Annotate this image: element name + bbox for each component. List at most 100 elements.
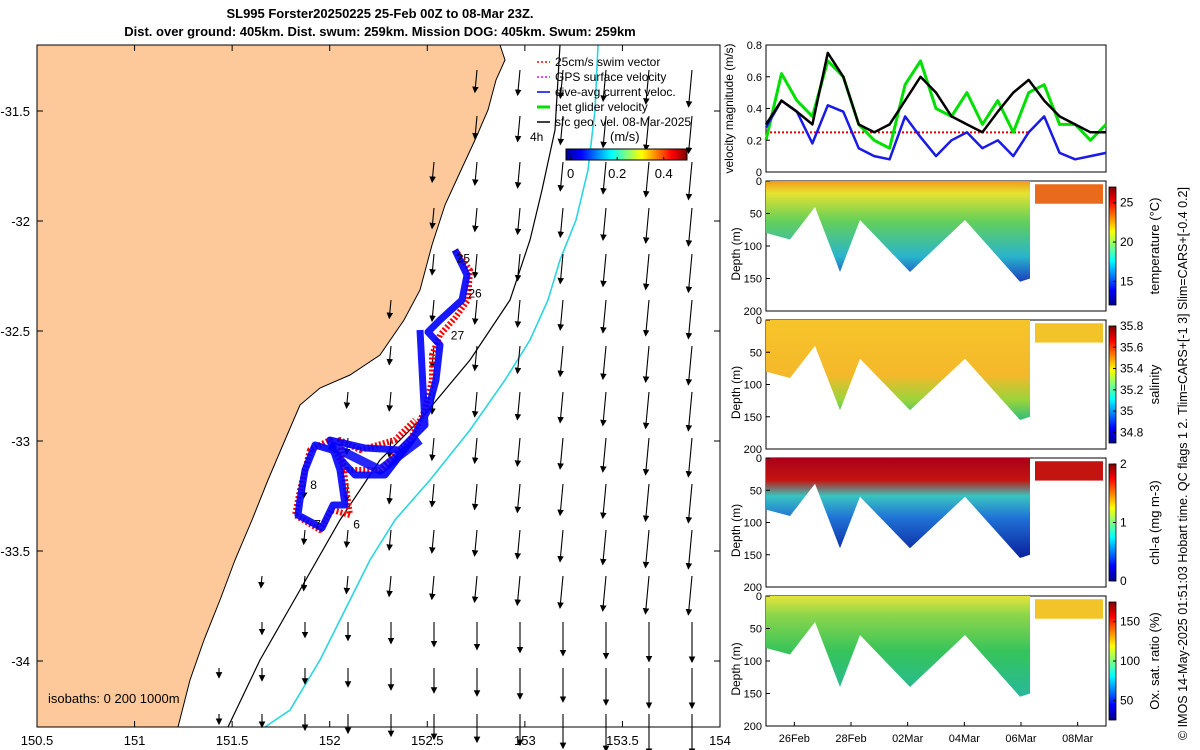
ts-ytick-label: 0.6: [747, 72, 762, 84]
isobath-1000m: [264, 44, 599, 728]
depth-tick-label: 0: [756, 591, 762, 603]
section-colorbar-tick-label: 100: [1120, 654, 1140, 668]
section-curtain: [766, 320, 1030, 420]
map-xtick-label: 154: [709, 733, 731, 748]
ts-ylabel: velocity magnitude (m/s): [722, 43, 736, 173]
section-colorbar: [1108, 325, 1117, 444]
current-vector: [386, 483, 393, 505]
current-vector: [643, 69, 650, 105]
current-vector: [386, 345, 394, 366]
section-colorbar-tick-label: 25: [1120, 196, 1134, 210]
legend-label: GPS surface velocity: [555, 70, 666, 84]
section-colorbar: [1108, 186, 1117, 306]
current-vector: [642, 299, 650, 337]
current-vector: [685, 299, 693, 340]
current-vector: [429, 483, 436, 508]
depth-tick-label: 0: [756, 453, 762, 465]
depth-tick-label: 150: [744, 689, 762, 701]
current-vector: [472, 161, 479, 186]
depth-ylabel: Depth (m): [729, 366, 743, 419]
dive-avg-current-track-cluster: [327, 436, 423, 476]
section-colorbar-tick-label: 50: [1120, 693, 1134, 707]
current-vector: [300, 575, 308, 592]
current-vector: [514, 529, 522, 560]
current-vector: [429, 529, 436, 554]
section-colorbar-tick-label: 2: [1120, 457, 1127, 471]
depth-tick-label: 200: [744, 444, 762, 456]
current-vector: [685, 575, 693, 616]
map-xtick-label: 153: [514, 733, 536, 748]
map-frame: [36, 44, 721, 728]
depth-tick-label: 0: [756, 315, 762, 327]
surface-geostrophic-series: [764, 51, 1106, 134]
time-tick-label: 06Mar: [1005, 733, 1037, 745]
legend-tag: 4h: [530, 130, 543, 144]
current-vector: [600, 345, 607, 381]
waypoint-label: 25: [457, 251, 471, 265]
current-vector: [472, 115, 479, 140]
current-vector: [471, 575, 479, 604]
current-vector: [642, 391, 650, 430]
depth-tick-label: 100: [744, 241, 762, 253]
depth-tick-label: 50: [750, 624, 762, 636]
current-vector: [429, 253, 436, 276]
current-vector: [557, 391, 564, 424]
current-vector: [600, 115, 607, 149]
current-vector: [471, 345, 479, 372]
colorbar-tick-label: 0: [567, 166, 574, 181]
waypoint-label: 7: [314, 518, 321, 532]
map-ytick-label: -33: [11, 434, 30, 449]
current-vector: [557, 529, 564, 563]
copyright-text: © IMOS 14-May-2025 01:51:03 Hobart time.…: [1176, 187, 1190, 740]
coastline-land: [36, 44, 506, 728]
current-vector: [557, 483, 564, 517]
figure-title-line2: Dist. over ground: 405km. Dist. swum: 25…: [124, 24, 636, 39]
current-vector: [472, 69, 479, 94]
current-vector: [642, 253, 650, 291]
depth-tick-label: 100: [744, 380, 762, 392]
waypoint-label: 8: [310, 478, 317, 492]
current-vector: [386, 529, 393, 552]
current-vector: [514, 299, 522, 328]
section-colorbar-tick-label: 35.2: [1120, 383, 1144, 397]
map-xtick-label: 152.5: [411, 733, 444, 748]
current-vector: [685, 529, 693, 570]
current-vector: [300, 529, 308, 546]
current-vector: [600, 69, 607, 102]
current-vector: [472, 253, 479, 279]
waypoint-label: 6: [353, 518, 360, 532]
section-shallow-block: [1035, 599, 1103, 619]
current-vector: [514, 437, 522, 468]
current-vector: [685, 253, 693, 294]
current-vector: [514, 115, 522, 143]
legend-label: net glider velocity: [555, 100, 648, 114]
current-vector: [557, 161, 565, 192]
section-colorbar-label: chl-a (mg m-3): [1147, 480, 1162, 565]
section-colorbar-tick-label: 35.8: [1120, 319, 1144, 333]
current-vector: [429, 207, 436, 230]
section-colorbar-tick-label: 34.8: [1120, 425, 1144, 439]
current-vector: [514, 345, 522, 375]
depth-ylabel: Depth (m): [729, 227, 743, 280]
current-vector: [514, 391, 522, 421]
current-vector: [600, 437, 607, 473]
depth-tick-label: 150: [744, 550, 762, 562]
section-colorbar-tick-label: 35: [1120, 404, 1134, 418]
time-tick-label: 28Feb: [835, 733, 866, 745]
ts-ytick-label: 0.4: [747, 104, 762, 116]
map-ytick-label: -32.5: [0, 324, 30, 339]
section-colorbar-tick-label: 35.6: [1120, 340, 1144, 354]
current-vector: [514, 483, 522, 514]
current-vector: [472, 207, 479, 233]
current-vector: [471, 299, 479, 326]
section-colorbar-tick-label: 0: [1120, 574, 1127, 588]
current-vector: [685, 207, 693, 247]
legend-label: dive-avg current veloc.: [555, 85, 676, 99]
map-xtick-label: 152: [319, 733, 341, 748]
ts-ytick-label: 0.8: [747, 40, 762, 52]
section-curtain: [766, 181, 1030, 282]
current-vector: [471, 529, 479, 557]
depth-tick-label: 50: [750, 347, 762, 359]
current-vector: [642, 529, 650, 569]
current-vector: [642, 575, 650, 615]
